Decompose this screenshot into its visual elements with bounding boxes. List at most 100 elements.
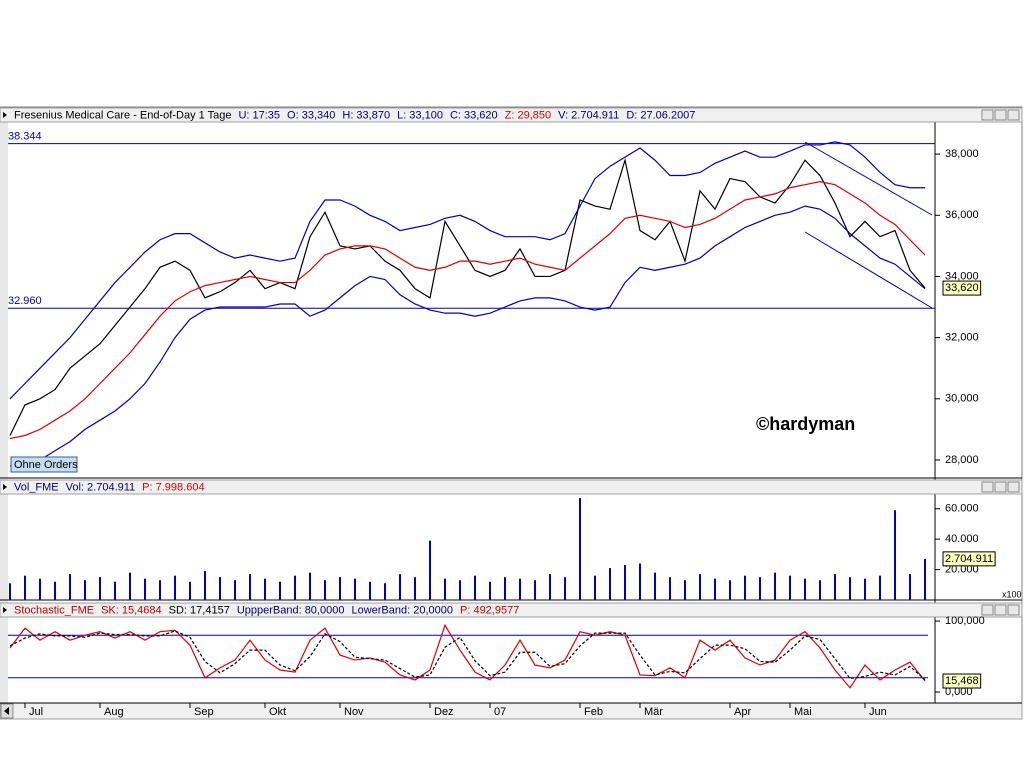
volume-bar xyxy=(579,498,581,600)
header-arrow xyxy=(3,607,7,613)
volume-bar xyxy=(279,581,281,600)
volume-bar xyxy=(774,572,776,600)
volume-bar xyxy=(759,577,761,600)
x-tick-label: 07 xyxy=(494,706,506,718)
volume-bar xyxy=(594,575,596,600)
series-line xyxy=(9,141,925,400)
header-text: SD: 17,4157 xyxy=(169,604,230,616)
y-tick-label: 60.000 xyxy=(945,503,979,515)
volume-bar xyxy=(729,580,731,600)
window-button[interactable] xyxy=(981,481,994,493)
volume-bar xyxy=(519,578,521,600)
volume-bar xyxy=(864,578,866,600)
panel-header xyxy=(0,479,1023,495)
volume-bar xyxy=(324,580,326,600)
trend-line xyxy=(804,141,933,216)
y-tick-label: 0,000 xyxy=(945,686,973,698)
volume-bar xyxy=(534,580,536,600)
x-tick-label: Feb xyxy=(584,706,603,718)
header-text: C: 33,620 xyxy=(450,109,498,121)
reference-label: 38.344 xyxy=(8,130,42,142)
volume-bar xyxy=(669,577,671,600)
orders-button-label: Ohne Orders xyxy=(14,459,78,471)
header-text: D: 27.06.2007 xyxy=(626,109,695,121)
y-tick-label: 38,000 xyxy=(945,148,979,160)
window-button[interactable] xyxy=(1007,481,1020,493)
last-value-box xyxy=(942,673,982,689)
series-line xyxy=(9,205,926,467)
x-tick-label: Mai xyxy=(794,706,812,718)
volume-bar xyxy=(204,571,206,600)
volume-bar xyxy=(69,574,71,600)
series-line xyxy=(9,623,926,689)
series-line xyxy=(9,157,926,436)
volume-bar xyxy=(459,580,461,600)
window-button[interactable] xyxy=(981,109,994,121)
volume-bar xyxy=(144,578,146,600)
window-button[interactable] xyxy=(1007,109,1020,121)
volume-bar xyxy=(219,577,221,600)
volume-bar xyxy=(249,574,251,600)
volume-bar xyxy=(834,574,836,600)
volume-bar xyxy=(39,578,41,600)
left-strip xyxy=(0,108,8,718)
volume-bar xyxy=(609,568,611,600)
header-text: V: 2.704.911 xyxy=(558,109,619,121)
window-button[interactable] xyxy=(981,604,994,616)
x-tick-label: Apr xyxy=(734,706,751,718)
header-text: Fresenius Medical Care - End-of-Day 1 Ta… xyxy=(14,109,231,121)
volume-bar xyxy=(819,580,821,600)
window-button[interactable] xyxy=(994,481,1007,493)
volume-bar xyxy=(84,580,86,600)
volume-bar xyxy=(879,575,881,600)
window-button[interactable] xyxy=(994,109,1007,121)
volume-bar xyxy=(174,575,176,600)
volume-bar xyxy=(354,578,356,600)
y-tick-label: 100,000 xyxy=(945,615,985,627)
series-line xyxy=(9,181,926,440)
volume-bar xyxy=(924,558,926,600)
header-arrow xyxy=(3,112,7,118)
volume-bar xyxy=(384,583,386,600)
volume-bar xyxy=(504,577,506,600)
volume-bar xyxy=(804,578,806,600)
header-text: Vol_FME xyxy=(14,481,59,493)
last-value: 33,620 xyxy=(945,282,979,294)
y-tick-label: 34,000 xyxy=(945,270,979,282)
volume-bar xyxy=(474,575,476,600)
header-text: H: 33,870 xyxy=(342,109,390,121)
x-tick-label: Jun xyxy=(869,706,887,718)
header-text: P: 492,9577 xyxy=(460,604,519,616)
window-button[interactable] xyxy=(994,604,1007,616)
volume-bar xyxy=(849,577,851,600)
y-tick-label: 28,000 xyxy=(945,454,979,466)
volume-bar xyxy=(444,578,446,600)
scroll-arrow xyxy=(4,707,9,715)
panel-header xyxy=(0,602,1023,618)
y-tick-label: 30,000 xyxy=(945,393,979,405)
volume-bar xyxy=(234,580,236,600)
volume-bar xyxy=(429,540,431,600)
header-text: P: 7.998.604 xyxy=(142,481,204,493)
volume-bar xyxy=(159,580,161,600)
orders-button[interactable] xyxy=(10,456,78,473)
reference-label: 32.960 xyxy=(8,295,42,307)
header-text: SK: 15,4684 xyxy=(101,604,162,616)
header-text: Stochastic_FME xyxy=(14,604,94,616)
header-text: U: 17:35 xyxy=(238,109,280,121)
window-button[interactable] xyxy=(1007,604,1020,616)
volume-bar xyxy=(714,578,716,600)
x-tick-label: Aug xyxy=(104,706,124,718)
volume-bar xyxy=(24,575,26,600)
volume-bar xyxy=(414,577,416,600)
volume-bar xyxy=(369,581,371,600)
last-value-box xyxy=(942,551,996,567)
volume-bar xyxy=(699,574,701,600)
volume-bar xyxy=(789,575,791,600)
scale-note: x100 xyxy=(1002,589,1022,599)
volume-bar xyxy=(744,575,746,600)
volume-bar xyxy=(54,581,56,600)
volume-bar xyxy=(99,577,101,600)
header-text: Z: 29,850 xyxy=(505,109,551,121)
